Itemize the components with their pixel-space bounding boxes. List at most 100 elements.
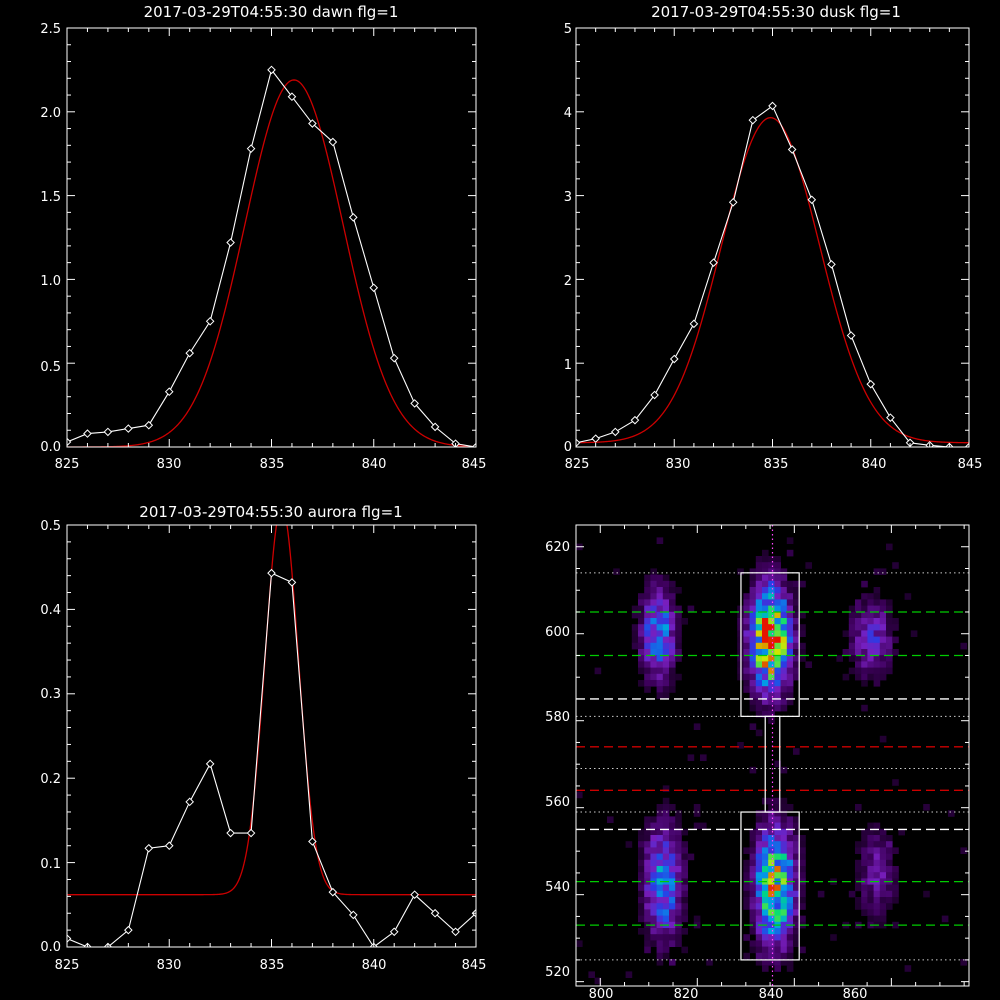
image-pixel [650, 915, 657, 923]
image-pixel [662, 686, 670, 693]
image-pixel [774, 828, 781, 836]
dusk-data-point [709, 258, 718, 267]
image-pixel [669, 884, 676, 892]
image-pixel [743, 593, 750, 600]
image-pixel [669, 940, 676, 947]
image-pixel [755, 835, 763, 842]
image-pixel [780, 661, 788, 668]
image-pixel [886, 655, 893, 662]
image-pixel [793, 841, 800, 848]
image-pixel [675, 853, 682, 861]
image-pixel [786, 624, 794, 631]
image-pixel [631, 642, 639, 650]
image-pixel [799, 866, 806, 873]
image-pixel [786, 934, 794, 941]
image-pixel [650, 667, 657, 675]
image-pixel [656, 636, 664, 644]
image-pixel [681, 841, 688, 848]
image-pixel [780, 642, 788, 650]
image-pixel [650, 661, 657, 668]
image-pixel [873, 859, 881, 867]
image-pixel [669, 667, 676, 675]
image-pixel [656, 587, 664, 594]
image-pixel [749, 587, 757, 594]
image-pixel [923, 890, 930, 898]
aurora-data-point [308, 837, 317, 846]
image-pixel [650, 859, 657, 867]
image-pixel [768, 915, 775, 923]
image-pixel [755, 822, 763, 830]
image-pixel [774, 797, 781, 805]
image-pixel [681, 618, 688, 625]
image-pixel [743, 884, 750, 892]
image-pixel [855, 804, 862, 811]
image-pixel [743, 890, 750, 898]
image-pixel [867, 822, 874, 830]
image-pixel [755, 909, 763, 916]
image-pixel [774, 568, 781, 575]
image-pixel [892, 618, 899, 625]
image-pixel [706, 959, 713, 966]
image-pixel [867, 618, 874, 625]
image-pixel [662, 785, 670, 792]
image-pixel [749, 897, 757, 904]
image-pixel [774, 680, 781, 687]
image-pixel [873, 903, 881, 910]
image-pixel [793, 847, 800, 854]
image-pixel [879, 884, 887, 892]
image-pixel [793, 878, 800, 885]
image-pixel [786, 537, 794, 544]
image-pixel [879, 909, 887, 916]
image-pixel [780, 872, 788, 879]
image-pixel [774, 611, 781, 619]
image-pixel [768, 828, 775, 836]
image-pixel [861, 828, 868, 836]
image-pixel [886, 890, 893, 898]
image-pixel [768, 587, 775, 594]
image-pixel [650, 574, 657, 582]
image-pixel [755, 872, 763, 879]
image-pixel [656, 909, 664, 916]
image-pixel [749, 859, 757, 867]
image-pixel [638, 866, 645, 873]
image-pixel [650, 618, 657, 625]
image-pixel [774, 593, 781, 600]
image-xtick-1: 820 [674, 987, 699, 1000]
image-pixel [848, 890, 856, 898]
image-pixel [650, 847, 657, 854]
aurora-ytick-2: 0.2 [40, 772, 61, 787]
image-pixel [892, 921, 899, 929]
aurora-data-point [430, 908, 440, 918]
image-pixel [867, 593, 874, 600]
image-pixel [768, 822, 775, 830]
image-pixel [799, 649, 806, 656]
image-pixel [873, 866, 881, 873]
image-pixel [774, 934, 781, 941]
image-panel: 800 820 840 860 520 540 560 580 600 620 [545, 524, 970, 1000]
aurora-xtick-4: 845 [462, 958, 487, 973]
image-pixel [786, 605, 794, 613]
image-pixel [638, 655, 645, 662]
image-pixel [867, 661, 874, 668]
image-pixel [625, 971, 633, 978]
aurora-ytick-5: 0.5 [40, 519, 61, 534]
image-pixel [786, 642, 794, 650]
image-pixel [749, 686, 757, 693]
image-pixel [867, 611, 874, 619]
image-pixel [793, 884, 800, 892]
image-pixel [780, 884, 788, 892]
dawn-data-point [124, 424, 133, 433]
image-pixel [799, 853, 806, 861]
image-pixel [768, 841, 775, 848]
image-pixel [861, 847, 868, 854]
image-pixel [793, 822, 800, 830]
image-pixel [675, 605, 682, 613]
image-pixel [780, 915, 788, 923]
image-pixel [656, 841, 664, 848]
image-pixel [675, 841, 682, 848]
image-pixel [861, 897, 868, 904]
image-pixel [675, 649, 682, 656]
image-pixel [774, 872, 781, 879]
image-pixel [669, 853, 676, 861]
image-pixel [762, 853, 769, 861]
